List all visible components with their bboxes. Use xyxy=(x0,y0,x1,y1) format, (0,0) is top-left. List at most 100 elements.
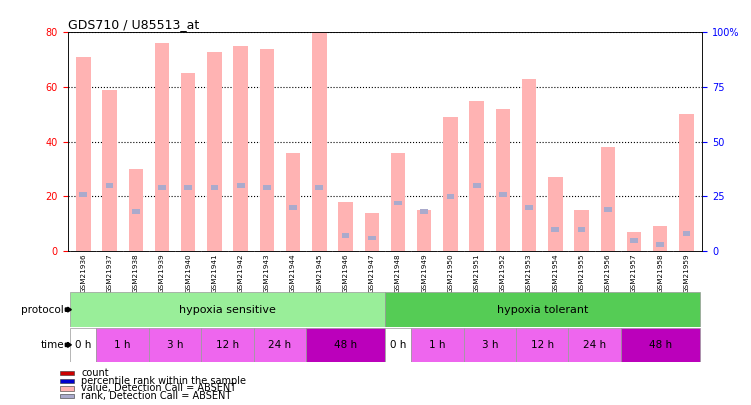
Bar xyxy=(569,328,621,362)
Bar xyxy=(155,43,169,251)
Bar xyxy=(60,386,74,390)
Bar xyxy=(421,209,428,214)
Text: GSM21948: GSM21948 xyxy=(395,253,401,293)
Bar xyxy=(102,90,116,251)
Bar xyxy=(128,169,143,251)
Text: GSM21955: GSM21955 xyxy=(578,253,584,293)
Bar xyxy=(306,328,385,362)
Bar xyxy=(548,177,562,251)
Bar xyxy=(411,328,463,362)
Bar xyxy=(385,328,411,362)
Bar xyxy=(312,32,327,251)
Text: GSM21945: GSM21945 xyxy=(316,253,322,293)
Text: 12 h: 12 h xyxy=(531,340,553,350)
Bar xyxy=(516,328,569,362)
Bar xyxy=(551,227,559,232)
Text: GSM21946: GSM21946 xyxy=(342,253,348,293)
Bar xyxy=(525,205,533,210)
Bar xyxy=(210,185,219,190)
Text: GSM21944: GSM21944 xyxy=(290,253,296,293)
Bar xyxy=(522,79,536,251)
Bar xyxy=(60,394,74,398)
Bar xyxy=(656,242,664,247)
Bar xyxy=(391,153,406,251)
Bar xyxy=(286,153,300,251)
Bar xyxy=(263,185,271,190)
Text: GSM21942: GSM21942 xyxy=(237,253,243,293)
Bar xyxy=(604,207,612,212)
Bar xyxy=(601,147,615,251)
Text: GSM21947: GSM21947 xyxy=(369,253,375,293)
Text: GSM21937: GSM21937 xyxy=(107,253,113,293)
Bar xyxy=(499,192,507,197)
Bar xyxy=(158,185,166,190)
Bar xyxy=(76,57,91,251)
Bar xyxy=(575,210,589,251)
Bar xyxy=(70,328,96,362)
Text: hypoxia tolerant: hypoxia tolerant xyxy=(496,305,588,315)
Bar xyxy=(184,185,192,190)
Text: GSM21940: GSM21940 xyxy=(185,253,192,293)
Bar xyxy=(237,183,245,188)
Bar xyxy=(368,236,376,241)
Bar xyxy=(394,200,402,205)
Bar xyxy=(149,328,201,362)
Text: 24 h: 24 h xyxy=(268,340,291,350)
Bar xyxy=(181,73,195,251)
Text: GSM21954: GSM21954 xyxy=(552,253,558,293)
Bar xyxy=(260,49,274,251)
Bar xyxy=(207,51,222,251)
Text: 12 h: 12 h xyxy=(216,340,239,350)
Bar xyxy=(469,101,484,251)
Bar xyxy=(630,238,638,243)
Bar xyxy=(70,292,385,327)
Bar xyxy=(60,371,74,375)
Bar xyxy=(342,233,349,238)
Bar xyxy=(339,202,353,251)
Text: GSM21959: GSM21959 xyxy=(683,253,689,293)
Bar xyxy=(201,328,254,362)
Text: time: time xyxy=(41,340,64,350)
Text: GSM21957: GSM21957 xyxy=(631,253,637,293)
Bar xyxy=(496,109,510,251)
Text: hypoxia sensitive: hypoxia sensitive xyxy=(179,305,276,315)
Text: GSM21951: GSM21951 xyxy=(474,253,480,293)
Bar xyxy=(679,114,694,251)
Text: count: count xyxy=(81,368,109,378)
Text: 48 h: 48 h xyxy=(649,340,672,350)
Bar xyxy=(132,209,140,214)
Text: GSM21952: GSM21952 xyxy=(500,253,506,293)
Bar xyxy=(364,213,379,251)
Bar xyxy=(254,328,306,362)
Bar xyxy=(234,46,248,251)
Bar xyxy=(621,328,700,362)
Text: GSM21958: GSM21958 xyxy=(657,253,663,293)
Text: rank, Detection Call = ABSENT: rank, Detection Call = ABSENT xyxy=(81,391,231,401)
Text: GSM21939: GSM21939 xyxy=(159,253,165,293)
Bar xyxy=(106,183,113,188)
Text: GSM21941: GSM21941 xyxy=(212,253,218,293)
Text: percentile rank within the sample: percentile rank within the sample xyxy=(81,376,246,386)
Text: 3 h: 3 h xyxy=(167,340,183,350)
Text: 24 h: 24 h xyxy=(583,340,606,350)
Bar xyxy=(443,117,457,251)
Text: 0 h: 0 h xyxy=(390,340,406,350)
Text: GSM21950: GSM21950 xyxy=(448,253,454,293)
Text: 3 h: 3 h xyxy=(481,340,498,350)
Bar xyxy=(385,292,700,327)
Bar xyxy=(96,328,149,362)
Bar xyxy=(60,379,74,383)
Bar xyxy=(447,194,454,199)
Bar xyxy=(653,226,668,251)
Text: GSM21953: GSM21953 xyxy=(526,253,532,293)
Bar xyxy=(80,192,87,197)
Text: value, Detection Call = ABSENT: value, Detection Call = ABSENT xyxy=(81,384,237,393)
Text: 1 h: 1 h xyxy=(429,340,445,350)
Bar xyxy=(463,328,516,362)
Bar xyxy=(627,232,641,251)
Bar xyxy=(289,205,297,210)
Bar xyxy=(578,227,586,232)
Bar xyxy=(683,231,690,236)
Text: 48 h: 48 h xyxy=(334,340,357,350)
Bar xyxy=(315,185,323,190)
